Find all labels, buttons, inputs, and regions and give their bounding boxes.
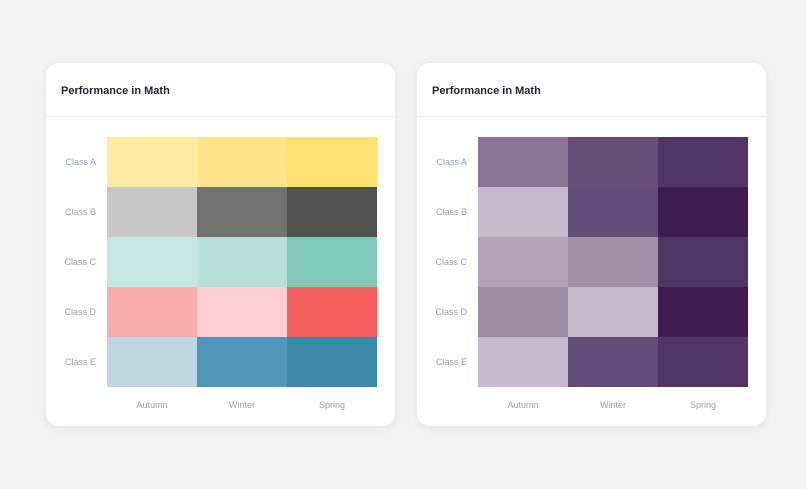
x-tick-label: Spring — [318, 400, 345, 410]
divider — [46, 116, 395, 117]
heatmap-cell — [287, 287, 377, 337]
heatmap-card-purple: Performance in Math Class A Class B Class … — [416, 62, 767, 427]
heatmap-cell — [107, 187, 197, 237]
x-tick-label: Autumn — [507, 400, 539, 410]
y-tick-label: Class C — [64, 257, 96, 267]
heatmap-card-colorful: Performance in Math Class A Class B Class … — [45, 62, 396, 427]
heatmap-cell — [658, 137, 748, 187]
y-tick-label: Class A — [436, 157, 467, 167]
heatmap-cell — [658, 337, 748, 387]
x-tick-label: Winter — [599, 400, 626, 410]
heatmap-cell — [287, 237, 377, 287]
heatmap-cell — [107, 137, 197, 187]
heatmap-cell — [568, 337, 658, 387]
heatmap-cell — [478, 137, 568, 187]
x-tick-label: Autumn — [136, 400, 168, 410]
y-tick-label: Class D — [64, 307, 96, 317]
heatmap-cell — [658, 287, 748, 337]
heatmap-cell — [568, 287, 658, 337]
heatmap-cell — [478, 237, 568, 287]
heatmap-cell — [658, 237, 748, 287]
heatmap-cell — [197, 187, 287, 237]
divider — [417, 116, 766, 117]
chart-title: Performance in Math — [61, 85, 170, 97]
heatmap-cell — [478, 337, 568, 387]
heatmap-cell — [107, 237, 197, 287]
heatmap-cell — [287, 337, 377, 387]
heatmap-cell — [478, 287, 568, 337]
heatmap-cell — [568, 237, 658, 287]
heatmap-cell — [197, 337, 287, 387]
y-tick-label: Class B — [64, 207, 96, 217]
heatmap-grid — [478, 137, 748, 387]
chart-title: Performance in Math — [432, 85, 541, 97]
heatmap-cell — [197, 287, 287, 337]
heatmap-cell — [197, 137, 287, 187]
heatmap-cell — [478, 187, 568, 237]
heatmap-cell — [107, 337, 197, 387]
x-tick-label: Spring — [689, 400, 716, 410]
y-tick-label: Class E — [64, 357, 96, 367]
heatmap-cell — [287, 137, 377, 187]
heatmap-cell — [197, 237, 287, 287]
heatmap-cell — [287, 187, 377, 237]
heatmap-cell — [568, 137, 658, 187]
heatmap-grid — [107, 137, 377, 387]
x-tick-label: Winter — [228, 400, 255, 410]
heatmap-cell — [568, 187, 658, 237]
y-tick-label: Class B — [435, 207, 467, 217]
y-tick-label: Class A — [65, 157, 96, 167]
y-tick-label: Class E — [435, 357, 467, 367]
y-tick-label: Class C — [435, 257, 467, 267]
heatmap-cell — [658, 187, 748, 237]
y-tick-label: Class D — [435, 307, 467, 317]
heatmap-cell — [107, 287, 197, 337]
